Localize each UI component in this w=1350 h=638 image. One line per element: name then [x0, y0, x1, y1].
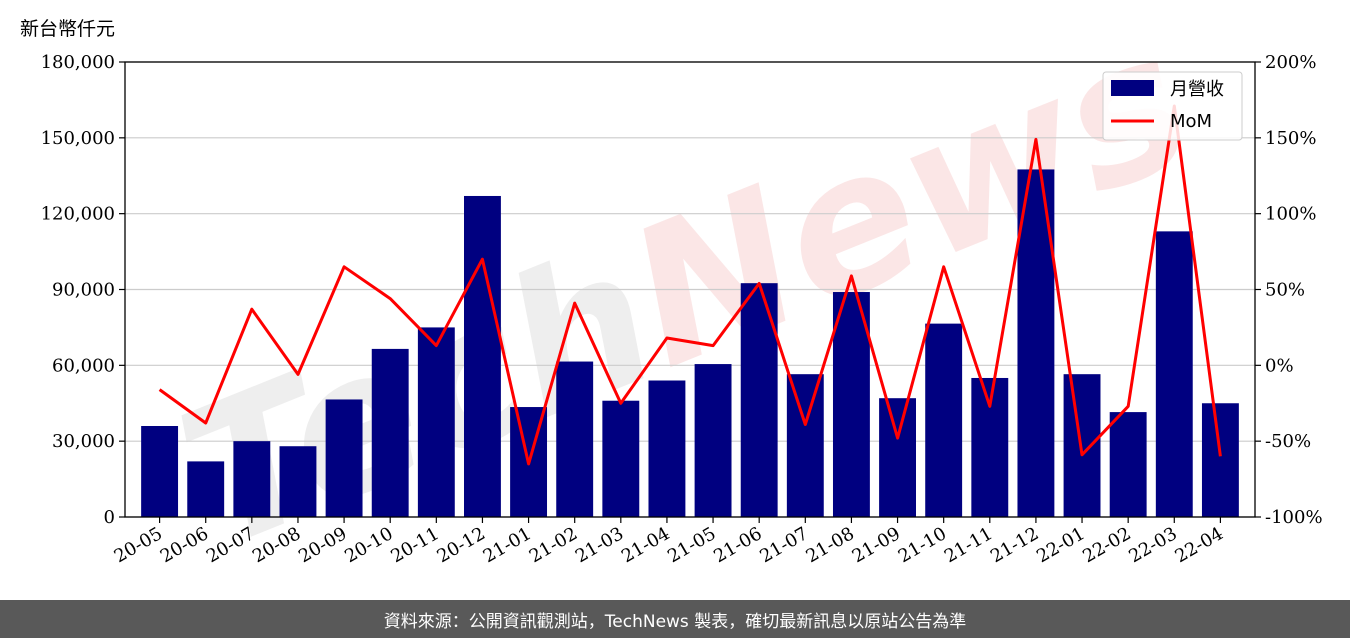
bar-series: [141, 169, 1239, 518]
left-axis-tick-label: 0: [104, 507, 115, 528]
x-axis-tick-label: 20-05: [111, 523, 166, 567]
right-axis-tick-label: -50%: [1265, 431, 1311, 452]
legend-bar-swatch: [1111, 80, 1154, 96]
x-axis-tick-label: 21-01: [480, 523, 535, 567]
right-axis-tick-label: -100%: [1265, 507, 1323, 528]
left-axis-tick-label: 150,000: [41, 128, 115, 149]
x-axis-tick-label: 22-02: [1079, 523, 1134, 567]
right-axis-tick-label: 200%: [1265, 52, 1316, 73]
revenue-bar: [279, 446, 317, 517]
revenue-bar: [1109, 412, 1147, 517]
footer-source-bar: 資料來源：公開資訊觀測站，TechNews 製表，確切最新訊息以原站公告為準: [0, 600, 1350, 638]
x-axis-tick-label: 21-08: [802, 523, 857, 567]
revenue-bar: [417, 327, 455, 517]
left-axis-tick-label: 180,000: [41, 52, 115, 73]
revenue-bar: [1201, 403, 1239, 517]
legend-label-mom: MoM: [1170, 111, 1212, 132]
x-axis-tick-label: 20-11: [387, 523, 442, 567]
right-axis-tick-label: 150%: [1265, 128, 1316, 149]
revenue-bar: [464, 195, 501, 517]
line-series: [158, 104, 1222, 466]
revenue-bar: [1155, 231, 1193, 517]
x-axis-tick-label: 21-06: [710, 523, 765, 567]
x-axis-tick-label: 20-06: [157, 523, 212, 567]
revenue-bar: [786, 374, 824, 517]
x-axis-tick-label: 21-07: [756, 523, 811, 567]
x-axis-tick-label: 21-10: [895, 523, 950, 567]
x-axis-tick-label: 21-12: [987, 523, 1042, 567]
revenue-bar: [925, 323, 963, 517]
mom-line: [158, 104, 1222, 466]
right-axis-tick-label: 0%: [1265, 355, 1294, 376]
revenue-bar: [371, 348, 409, 517]
right-axis-tick-label: 100%: [1265, 204, 1316, 225]
revenue-bar: [141, 426, 179, 517]
revenue-bar: [187, 461, 225, 517]
revenue-bar: [832, 292, 870, 517]
x-axis-tick-label: 21-11: [941, 523, 996, 567]
x-axis-tick-label: 22-01: [1033, 523, 1088, 567]
left-axis-tick-label: 30,000: [52, 431, 115, 452]
revenue-bar: [325, 399, 363, 517]
left-axis-tick-label: 120,000: [41, 204, 115, 225]
right-axis-tick-label: 50%: [1265, 280, 1305, 301]
revenue-bar: [648, 380, 686, 517]
legend-label-revenue: 月營收: [1170, 79, 1224, 100]
legend: 月營收 MoM: [1102, 71, 1243, 141]
x-axis-tick-label: 21-09: [849, 523, 904, 567]
revenue-chart: TechNews 030,00060,00090,000120,000150,0…: [41, 0, 1323, 591]
x-axis-tick-label: 22-03: [1125, 523, 1180, 567]
revenue-bar: [233, 441, 271, 517]
x-axis-tick-label: 21-02: [526, 523, 581, 567]
x-axis-tick-label: 21-05: [664, 523, 719, 567]
left-axis-tick-label: 60,000: [52, 355, 115, 376]
revenue-bar: [694, 364, 732, 517]
x-axis-tick-label: 21-03: [572, 523, 627, 567]
revenue-bar: [879, 398, 916, 517]
left-axis-tick-label: 90,000: [52, 280, 115, 301]
revenue-bar: [602, 400, 640, 517]
footer-text: 資料來源：公開資訊觀測站，TechNews 製表，確切最新訊息以原站公告為準: [383, 611, 967, 632]
y-axis-unit-label: 新台幣仟元: [20, 18, 116, 40]
x-axis-tick-label: 21-04: [618, 523, 673, 567]
x-axis-tick-label: 20-12: [434, 523, 489, 567]
x-axis-tick-label: 22-04: [1171, 523, 1226, 567]
revenue-bar: [556, 361, 594, 517]
